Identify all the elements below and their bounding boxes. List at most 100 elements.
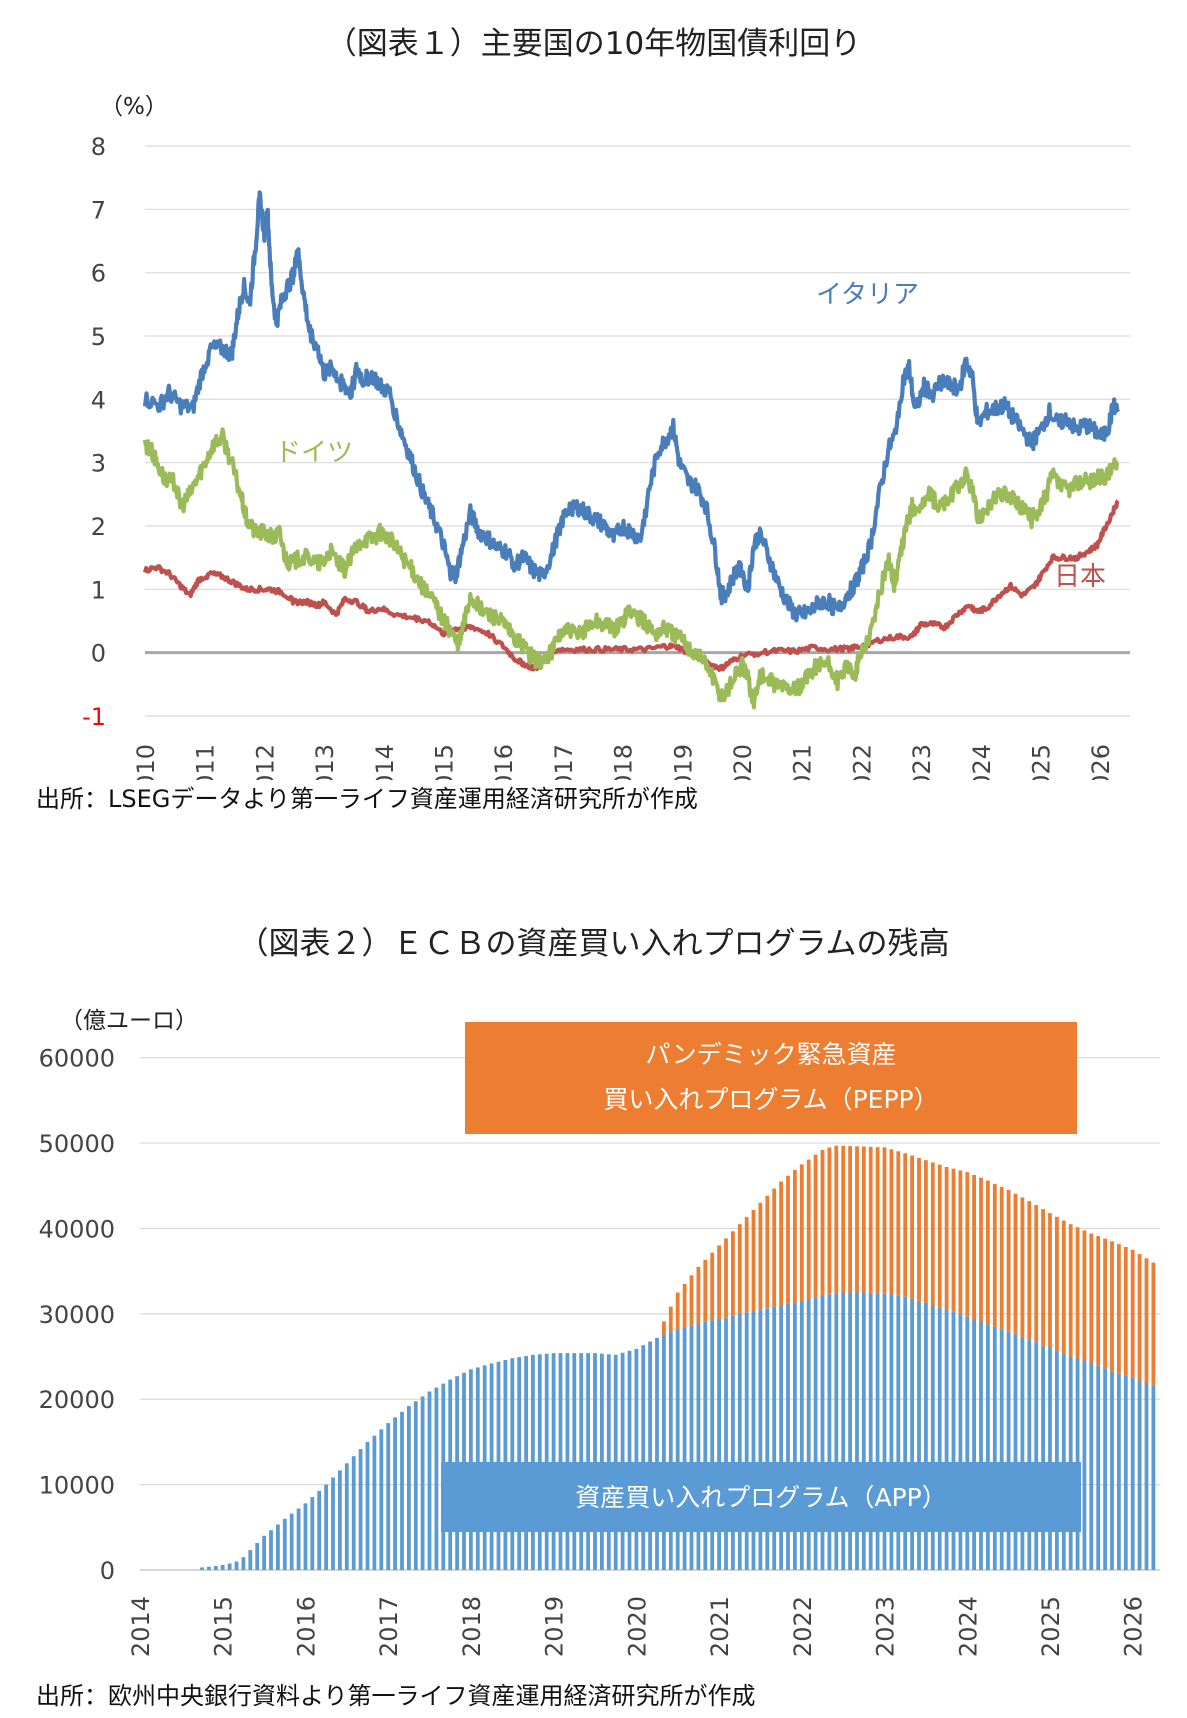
- app-bar: [827, 1294, 832, 1570]
- app-bar: [1061, 1353, 1066, 1570]
- app-bar: [324, 1484, 328, 1570]
- app-bar: [627, 1350, 632, 1570]
- chart1-title: （図表１）主要国の10年物国債利回り: [325, 26, 862, 62]
- app-bar: [1013, 1334, 1018, 1570]
- pepp-bar: [965, 1172, 970, 1317]
- app-bar: [958, 1314, 963, 1570]
- app-bar: [255, 1543, 260, 1570]
- app-bar: [937, 1307, 942, 1570]
- pepp-bar: [979, 1177, 983, 1322]
- pepp-bar: [668, 1306, 673, 1332]
- app-bar: [972, 1319, 976, 1570]
- app-bar: [1006, 1331, 1011, 1570]
- app-bar: [344, 1463, 349, 1570]
- app-bar: [234, 1561, 239, 1570]
- pepp-bar: [827, 1147, 832, 1295]
- chart1-line-germany: [142, 427, 1120, 710]
- pepp-bar: [689, 1275, 694, 1326]
- pepp-bar: [682, 1284, 687, 1328]
- pepp-bar: [937, 1164, 942, 1308]
- app-bar: [655, 1337, 659, 1570]
- app-bar: [910, 1298, 914, 1570]
- pepp-bar: [1006, 1190, 1011, 1332]
- chart1-x-tick: 2021: [789, 744, 817, 780]
- pepp-bar: [903, 1153, 908, 1297]
- pepp-bar: [758, 1202, 763, 1310]
- app-bar: [717, 1319, 721, 1570]
- app-bar: [276, 1524, 280, 1570]
- app-bar: [386, 1423, 391, 1570]
- app-bar: [413, 1401, 418, 1570]
- chart1-line-italy: [142, 190, 1120, 623]
- pepp-bar: [1144, 1258, 1149, 1383]
- pepp-bar: [958, 1170, 963, 1315]
- chart1-y-tick: 3: [91, 450, 106, 478]
- app-bar: [600, 1353, 604, 1570]
- pepp-bar: [917, 1157, 921, 1301]
- pepp-bar: [696, 1266, 701, 1324]
- pepp-bar: [737, 1224, 742, 1314]
- chart2-y-tick: 10000: [39, 1472, 115, 1500]
- app-bar: [696, 1323, 701, 1570]
- pepp-bar: [1110, 1241, 1114, 1372]
- chart2-y-tick: 60000: [39, 1045, 115, 1073]
- pepp-bar: [951, 1168, 956, 1312]
- chart1-y-tick: 5: [91, 323, 106, 351]
- app-bar: [579, 1353, 584, 1570]
- app-bar: [1082, 1360, 1087, 1570]
- pepp-bar: [841, 1145, 846, 1293]
- app-bar: [675, 1329, 680, 1570]
- pepp-bar: [1041, 1209, 1045, 1346]
- app-bar: [572, 1353, 577, 1570]
- chart1-x-tick: 2014: [371, 744, 399, 780]
- app-bar: [200, 1567, 204, 1570]
- chart1-label-italy: イタリア: [816, 280, 919, 310]
- chart1-x-axis: 2010 2011 2012 2013 2014 2015 2016 2017 2018 2019…: [132, 744, 1115, 780]
- app-bar: [427, 1391, 432, 1570]
- chart1-y-tick: 6: [91, 260, 106, 288]
- chart2-y-tick: 0: [100, 1557, 115, 1585]
- chart1-y-axis: 8 7 6 5 4 3 2 1 0 -1: [82, 133, 106, 731]
- chart2-x-tick: 2020: [623, 1596, 651, 1657]
- app-bar: [689, 1325, 694, 1570]
- chart1-x-tick: 2017: [550, 744, 578, 780]
- app-bar: [1096, 1365, 1101, 1570]
- chart2-x-tick: 2025: [1037, 1596, 1065, 1657]
- app-legend-box: [441, 1462, 1081, 1532]
- app-bar: [303, 1503, 308, 1570]
- app-bar: [799, 1301, 804, 1570]
- chart1-source: 出所：LSEGデータより第一ライフ資産運用経済研究所が作成: [36, 785, 698, 813]
- pepp-bar: [986, 1180, 990, 1324]
- app-bar: [338, 1470, 342, 1570]
- chart1-series-lines: [142, 190, 1120, 710]
- pepp-bar: [710, 1252, 715, 1321]
- chart1-y-tick: 2: [91, 513, 106, 541]
- app-bar: [544, 1353, 549, 1570]
- chart2-y-axis: 60000 50000 40000 30000 20000 10000 0: [39, 1045, 115, 1585]
- app-bar: [565, 1353, 570, 1570]
- pepp-bar: [751, 1210, 756, 1311]
- app-bar: [662, 1334, 666, 1570]
- app-bar: [248, 1550, 253, 1570]
- pepp-bar: [875, 1147, 880, 1294]
- app-bar: [786, 1303, 790, 1570]
- chart2-x-tick: 2021: [706, 1596, 734, 1657]
- app-bar: [586, 1353, 590, 1570]
- app-bar: [289, 1513, 294, 1570]
- chart2-source: 出所：欧州中央銀行資料より第一ライフ資産運用経済研究所が作成: [36, 1682, 756, 1710]
- pepp-bar: [1034, 1205, 1039, 1343]
- chart1-y-tick: 0: [91, 640, 106, 668]
- chart2-x-tick: 2019: [541, 1596, 569, 1657]
- app-bar: [820, 1295, 825, 1570]
- app-bar: [1117, 1373, 1121, 1570]
- chart1-x-tick: 2015: [430, 744, 458, 780]
- chart1-x-tick: 2012: [251, 744, 279, 780]
- app-bar: [737, 1313, 742, 1570]
- app-bar: [992, 1326, 997, 1570]
- pepp-bar: [1048, 1213, 1052, 1348]
- pepp-bar: [1068, 1224, 1073, 1357]
- pepp-bar: [944, 1167, 949, 1310]
- chart2-x-tick: 2016: [292, 1596, 320, 1657]
- app-bar: [793, 1302, 797, 1570]
- pepp-bar: [724, 1238, 728, 1318]
